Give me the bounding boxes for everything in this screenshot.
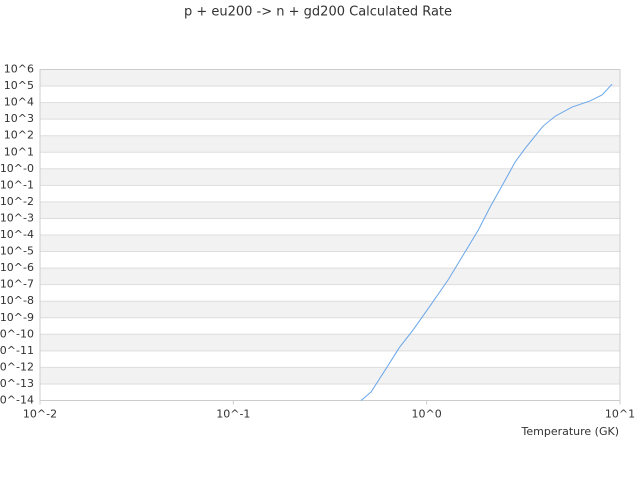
plot-border (39, 69, 621, 401)
grid-band (40, 135, 620, 153)
grid-band (40, 185, 620, 202)
y-tick-label: 10^-3 (0, 211, 34, 224)
grid-band (40, 317, 620, 335)
y-tick-label: 10^-7 (0, 278, 34, 291)
grid-band (40, 284, 620, 302)
x-tick-label: 10^0 (412, 408, 442, 421)
x-tick-label: 10^-1 (216, 408, 250, 421)
grid-band (40, 102, 620, 120)
y-tick-label: 10^1 (4, 145, 34, 158)
grid-band (40, 69, 620, 87)
y-tick-label: 10^6 (4, 63, 34, 76)
grid-band (40, 119, 620, 136)
y-tick-label: 10^-13 (0, 377, 34, 390)
y-tick-label: 10^4 (4, 96, 34, 109)
y-tick-label: 10^-2 (0, 195, 34, 208)
y-tick-label: 10^3 (4, 112, 34, 125)
grid-band (40, 367, 620, 384)
y-tick-label: 10^-10 (0, 327, 34, 340)
y-tick-label: 10^-14 (0, 394, 34, 407)
grid-band (40, 334, 620, 351)
grid-band (40, 218, 620, 235)
grid-band (40, 86, 620, 103)
y-tick-label: 10^2 (4, 129, 34, 142)
x-tick-label: 10^1 (605, 408, 635, 421)
grid-band (40, 168, 620, 186)
y-tick-label: 10^-5 (0, 245, 34, 258)
grid-band (40, 268, 620, 285)
y-tick-label: 10^-4 (0, 228, 34, 241)
grid-band (40, 383, 620, 401)
grid-band (40, 251, 620, 269)
grid-band (40, 235, 620, 252)
y-tick-label: 10^-11 (0, 344, 34, 357)
x-axis-label: Temperature (GK) (521, 425, 620, 438)
y-tick-label: 10^-6 (0, 261, 34, 274)
x-tick-label: 10^-2 (23, 408, 57, 421)
y-tick-label: 10^-12 (0, 360, 34, 373)
grid-band (40, 301, 620, 318)
data-line (360, 83, 613, 401)
y-tick-label: 10^5 (4, 79, 34, 92)
grid-band (40, 201, 620, 219)
y-tick-label: 10^-1 (0, 178, 34, 191)
grid-band (40, 152, 620, 169)
y-tick-label: 10^-9 (0, 311, 34, 324)
y-tick-label: 10^-0 (0, 162, 34, 175)
y-tick-label: 10^-8 (0, 294, 34, 307)
chart-title: p + eu200 -> n + gd200 Calculated Rate (184, 5, 452, 20)
grid-band (40, 350, 620, 368)
